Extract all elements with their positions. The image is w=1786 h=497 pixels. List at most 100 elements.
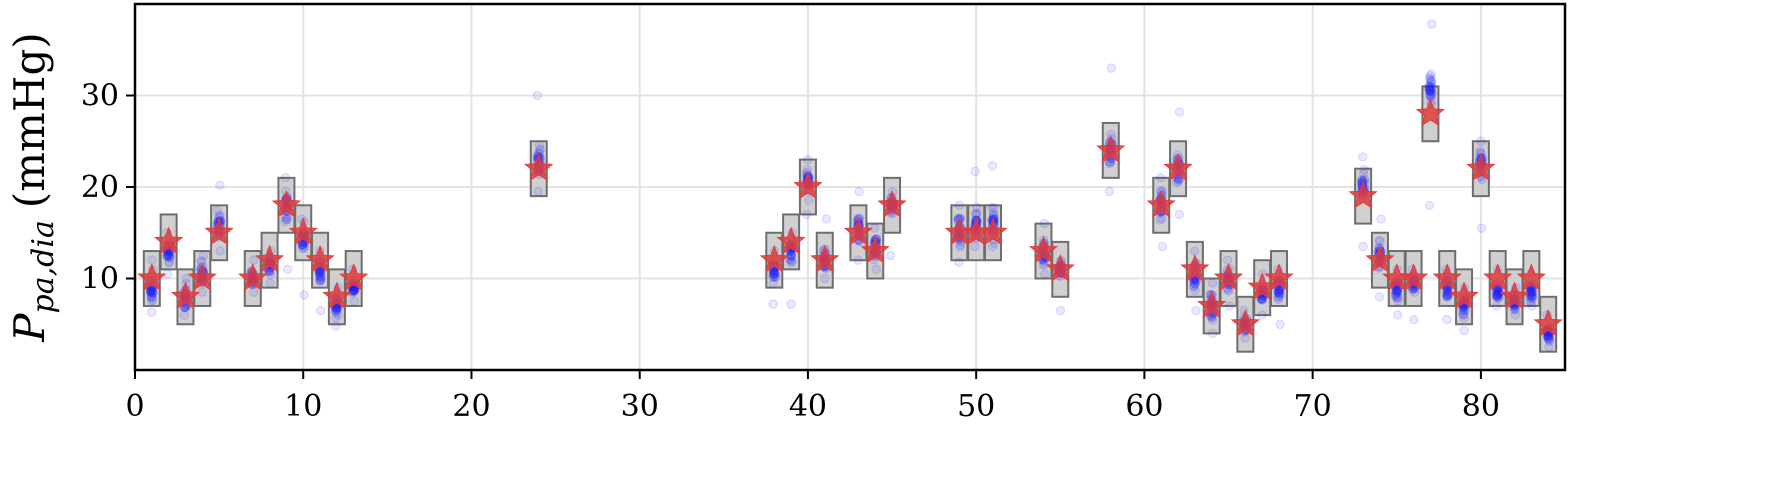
sample-dot (280, 173, 291, 183)
sample-dot (1188, 281, 1199, 291)
sample-dot (1393, 295, 1403, 306)
sample-dot (215, 246, 225, 256)
sample-dot (1275, 285, 1286, 296)
sample-dot (1425, 71, 1435, 81)
sample-dot (1492, 289, 1502, 299)
sample-dot (1106, 63, 1117, 73)
sample-dot (1240, 333, 1250, 343)
sample-dot (215, 211, 225, 221)
sample-dot (1527, 285, 1537, 295)
y-axis-label-unit: (mmHg) (5, 32, 54, 208)
sample-dot (1526, 287, 1536, 297)
sample-dot (1274, 286, 1284, 296)
sample-dot (314, 269, 325, 279)
sample-dot (162, 251, 172, 261)
sample-dot (1425, 86, 1435, 96)
sample-dot (1527, 291, 1537, 302)
sample-dot (535, 145, 545, 155)
sample-dot (1376, 214, 1386, 224)
sample-dot (1525, 286, 1535, 297)
sample-dot (1526, 293, 1537, 303)
sample-dot (146, 290, 157, 301)
star-marker (1348, 180, 1378, 209)
sample-dot (299, 242, 310, 252)
sample-dot (1257, 294, 1267, 305)
sample-dot (1425, 83, 1435, 93)
sample-dot (972, 208, 982, 218)
sample-dot (987, 241, 998, 252)
sample-dot (1106, 157, 1116, 167)
sample-dot (1257, 295, 1267, 305)
sample-dot (1392, 286, 1402, 296)
star-marker (1365, 244, 1395, 273)
sample-dot (146, 292, 157, 302)
sample-dot (989, 203, 999, 213)
star-marker (1432, 263, 1462, 291)
sample-dot (1459, 313, 1470, 323)
sample-dot (1527, 286, 1538, 297)
sample-dot (1358, 169, 1369, 179)
sample-dot (1374, 235, 1384, 246)
star-marker (170, 281, 201, 310)
sample-dot (871, 264, 881, 275)
sample-dot (1426, 76, 1436, 86)
star-marker (843, 217, 874, 246)
sample-dot (1441, 286, 1451, 297)
sample-dot (331, 303, 341, 314)
sample-dot (1273, 286, 1283, 296)
sample-dot (1493, 287, 1503, 297)
sample-dot (148, 287, 158, 297)
star-marker (877, 189, 907, 218)
sample-dot (785, 249, 796, 260)
sample-dot (147, 292, 157, 303)
sample-dot (821, 214, 831, 224)
star-marker (1516, 263, 1547, 291)
star-marker (153, 226, 184, 255)
sample-dot (248, 287, 259, 297)
sample-dot (146, 285, 156, 295)
sample-dot (1442, 290, 1453, 301)
sample-dot (1542, 331, 1553, 341)
sample-dot (1527, 291, 1538, 301)
sample-dot (1544, 335, 1555, 345)
sample-dot (1426, 19, 1437, 29)
sample-dot (1424, 200, 1435, 211)
sample-dot (1426, 82, 1437, 92)
range-boxes (142, 85, 1558, 353)
star-marker (271, 189, 302, 218)
sample-dot (1426, 69, 1436, 79)
sample-dot (282, 212, 293, 222)
sample-dot (264, 266, 274, 277)
sample-dot (1391, 293, 1401, 303)
y-axis-label-symbol: P (5, 313, 54, 343)
sample-dot (1156, 213, 1167, 223)
sample-dot (282, 214, 292, 225)
sample-dot (1525, 292, 1535, 302)
sample-dot (987, 203, 997, 213)
sample-dot (955, 240, 966, 250)
sample-dot (315, 274, 326, 285)
sample-dot (146, 285, 157, 296)
sample-dot (148, 288, 158, 298)
sample-dot (1427, 89, 1437, 99)
sample-dot (179, 310, 190, 320)
sample-dot (1189, 282, 1199, 292)
sample-dot (1409, 314, 1419, 325)
sample-dot (1207, 328, 1218, 339)
grid-lines (134, 4, 1565, 370)
sample-dot (1256, 294, 1267, 304)
sample-dot (314, 267, 325, 277)
star-marker (305, 244, 335, 273)
sample-dot (1390, 286, 1401, 296)
sample-dot (1174, 107, 1185, 117)
y-axis-label: Ppa,dia (mmHg) (5, 32, 61, 343)
sample-dot (1525, 286, 1535, 297)
sample-dot (347, 287, 357, 297)
y-tick-label: 10 (81, 262, 119, 297)
sample-dot (299, 290, 309, 300)
sample-dot (1443, 290, 1453, 301)
sample-dot (1493, 286, 1504, 297)
sample-dot (786, 255, 796, 266)
x-tick-label: 20 (452, 389, 490, 424)
sample-dot (1543, 334, 1554, 344)
